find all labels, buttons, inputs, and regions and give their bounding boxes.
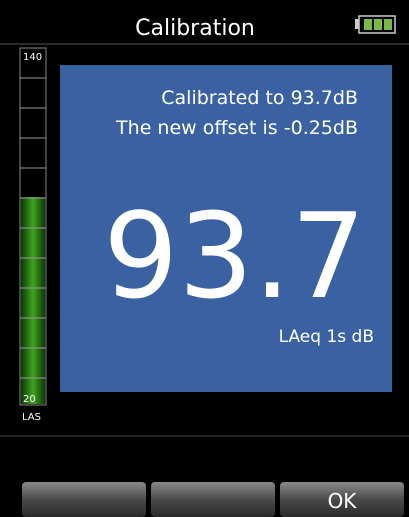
softkey-right[interactable] (280, 482, 404, 517)
softkey-left[interactable] (22, 482, 146, 517)
title: Calibration (135, 16, 255, 41)
reading-unit: LAeq 1s dB (279, 327, 374, 347)
status-line: The new offset is -0.25dB (115, 117, 358, 139)
meter-mode: LAS (22, 412, 41, 423)
battery-icon (355, 15, 396, 34)
meter-min: 20 (23, 394, 36, 405)
softkey-middle[interactable] (151, 482, 275, 517)
level-meter (19, 47, 47, 406)
reading: 93.7 (103, 187, 366, 325)
meter-max: 140 (23, 52, 42, 63)
result-panel (60, 65, 392, 392)
softkey-right-label[interactable]: OK (328, 489, 358, 513)
status-line: Calibrated to 93.7dB (161, 87, 358, 109)
